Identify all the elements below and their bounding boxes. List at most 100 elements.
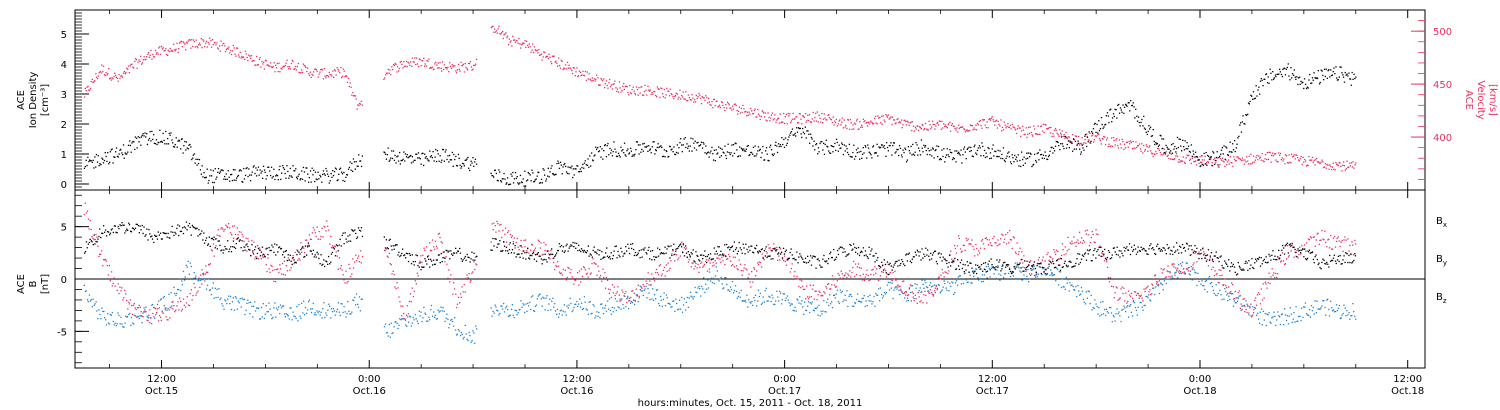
by-point <box>762 296 764 298</box>
density-tick-label: 3 <box>61 90 67 101</box>
by-point <box>331 311 334 313</box>
velocity-point <box>312 74 314 77</box>
by-point <box>280 307 283 309</box>
bz-point <box>97 245 99 247</box>
velocity-point <box>1046 128 1049 130</box>
density-point <box>315 178 317 180</box>
by-point <box>1206 291 1209 293</box>
density-point <box>930 149 932 151</box>
velocity-point <box>1252 161 1254 164</box>
by-point <box>473 332 475 334</box>
density-point <box>558 167 561 169</box>
bz-point <box>494 225 496 227</box>
velocity-point <box>716 100 718 102</box>
density-point <box>737 155 740 157</box>
density-point <box>312 174 314 176</box>
density-point <box>860 150 862 153</box>
density-point <box>898 145 901 147</box>
bz-point <box>315 235 317 238</box>
velocity-point <box>418 58 421 60</box>
bz-point <box>657 274 660 276</box>
velocity-point <box>84 87 86 90</box>
velocity-point <box>1301 163 1303 166</box>
velocity-point <box>518 37 520 40</box>
density-point <box>1279 68 1281 70</box>
density-point <box>1110 108 1112 110</box>
velocity-point <box>945 125 947 128</box>
bz-point <box>640 286 642 288</box>
by-point <box>165 307 167 309</box>
velocity-point <box>606 84 608 87</box>
bz-point <box>171 301 173 303</box>
bz-point <box>628 300 630 302</box>
velocity-point <box>1268 151 1270 153</box>
by-point <box>315 314 317 316</box>
density-point <box>429 156 432 158</box>
density-point <box>472 157 474 159</box>
by-point <box>647 287 649 290</box>
bz-point <box>571 276 573 278</box>
by-point <box>145 306 147 308</box>
density-point <box>539 182 542 184</box>
velocity-point <box>192 39 195 41</box>
velocity-point <box>807 114 809 116</box>
density-point <box>241 180 243 183</box>
bz-point <box>321 227 323 229</box>
bz-point <box>717 257 719 259</box>
density-point <box>116 155 119 157</box>
velocity-point <box>388 72 390 74</box>
bz-point <box>785 264 787 266</box>
bz-point <box>410 301 412 303</box>
by-point <box>245 309 247 312</box>
velocity-point <box>256 55 258 58</box>
velocity-point <box>614 80 616 82</box>
density-point <box>429 150 431 152</box>
by-point <box>1106 311 1108 313</box>
bz-point <box>148 314 150 316</box>
bz-point <box>431 239 434 241</box>
velocity-point <box>976 122 979 125</box>
velocity-point <box>870 120 872 122</box>
by-point <box>639 285 641 287</box>
by-point <box>1072 285 1074 288</box>
by-point <box>1014 262 1016 264</box>
by-point <box>236 308 238 310</box>
bz-point <box>758 261 760 263</box>
bz-point <box>570 268 572 271</box>
by-point <box>115 325 117 327</box>
by-point <box>1347 314 1349 316</box>
by-point <box>837 301 839 303</box>
density-point <box>813 140 815 142</box>
by-point <box>522 303 524 305</box>
by-point <box>800 303 802 305</box>
velocity-point <box>1093 141 1095 143</box>
density-axis-label-line1: ACE <box>16 90 27 110</box>
by-point <box>987 265 989 267</box>
by-point <box>618 307 620 309</box>
velocity-point <box>668 90 670 92</box>
by-point <box>848 295 850 297</box>
density-point <box>881 144 883 146</box>
velocity-point <box>926 128 928 130</box>
by-point <box>911 285 914 287</box>
by-point <box>508 315 511 317</box>
by-point <box>137 315 140 318</box>
density-point <box>630 150 632 152</box>
velocity-point <box>1213 159 1215 161</box>
velocity-point <box>774 114 776 116</box>
bz-point <box>90 228 92 231</box>
by-point <box>774 303 776 306</box>
by-point <box>471 340 473 342</box>
velocity-point <box>1027 126 1030 129</box>
velocity-point <box>813 120 815 122</box>
velocity-point <box>120 75 122 78</box>
velocity-point <box>189 39 191 41</box>
velocity-point <box>859 121 861 123</box>
by-point <box>501 308 504 310</box>
velocity-point <box>853 128 855 130</box>
by-point <box>674 310 676 312</box>
bz-point <box>240 231 242 233</box>
density-point <box>453 153 455 156</box>
density-point <box>648 145 650 147</box>
by-point <box>779 290 781 293</box>
